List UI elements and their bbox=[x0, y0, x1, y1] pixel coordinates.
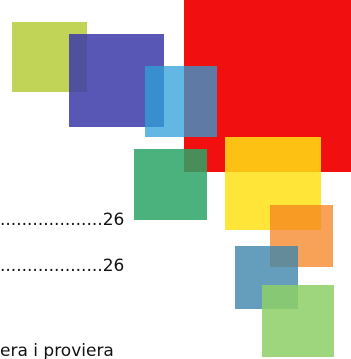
toc-entry[interactable]: ...................26 bbox=[0, 255, 124, 277]
toc-text: era i proviera bbox=[0, 341, 114, 359]
toc-page-number: 26 bbox=[102, 210, 125, 230]
toc-leader: ................... bbox=[0, 256, 103, 276]
toc-entry[interactable]: ...................26 bbox=[0, 209, 124, 231]
toc-page-number: 26 bbox=[102, 256, 125, 276]
toc-leader: ................... bbox=[0, 210, 103, 230]
sky-square bbox=[145, 66, 217, 137]
green-square bbox=[134, 149, 207, 220]
lightgreen-square bbox=[262, 285, 334, 357]
toc-partial-text: era i proviera bbox=[0, 340, 114, 359]
